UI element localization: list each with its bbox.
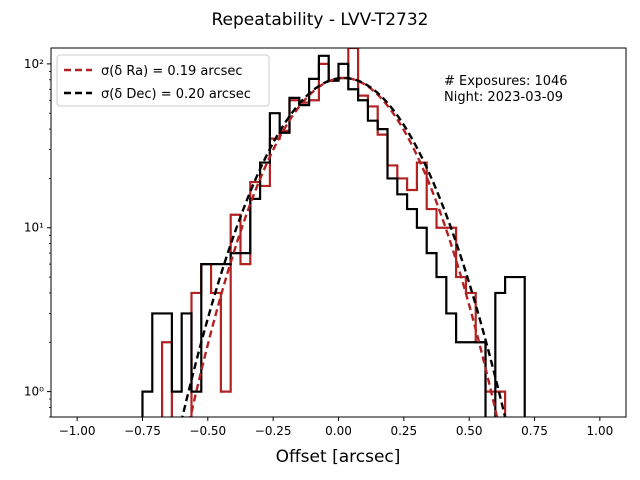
x-tick-label: 0.75: [521, 424, 548, 438]
x-tick-label: −0.50: [189, 424, 226, 438]
histogram-dec: [141, 54, 526, 417]
legend-box: [56, 54, 270, 107]
y-tick-label: 10¹: [24, 221, 44, 235]
histogram-series-group: [141, 48, 526, 417]
night-annotation: Night: 2023-03-09: [444, 90, 563, 105]
exposures-annotation: # Exposures: 1046: [444, 74, 568, 89]
x-tick-label: −0.25: [255, 424, 292, 438]
x-tick-label: 1.00: [587, 424, 614, 438]
x-tick-label: 0.50: [456, 424, 483, 438]
gaussian-fit-group: [181, 76, 507, 417]
legend-label-dec: σ(δ Dec) = 0.20 arcsec: [101, 87, 251, 102]
fit-curve-ra: [189, 76, 499, 417]
y-tick-label: 10⁰: [24, 385, 44, 399]
x-tick-label: 0.25: [390, 424, 417, 438]
x-tick-label: −1.00: [59, 424, 96, 438]
chart-title: Repeatability - LVV-T2732: [212, 10, 429, 30]
x-axis-label: Offset [arcsec]: [276, 447, 401, 467]
y-tick-label: 10²: [24, 57, 44, 71]
y-axis: 10⁰ 10¹ 10²: [24, 57, 51, 418]
x-axis: −1.00 −0.75 −0.50 −0.25 0.00 0.25 0.50 0.75 1.00: [59, 417, 613, 438]
x-tick-label: −0.75: [124, 424, 161, 438]
legend-label-ra: σ(δ Ra) = 0.19 arcsec: [101, 64, 243, 79]
x-tick-label: 0.00: [325, 424, 352, 438]
legend: σ(δ Ra) = 0.19 arcsec σ(δ Dec) = 0.20 ar…: [56, 54, 270, 107]
